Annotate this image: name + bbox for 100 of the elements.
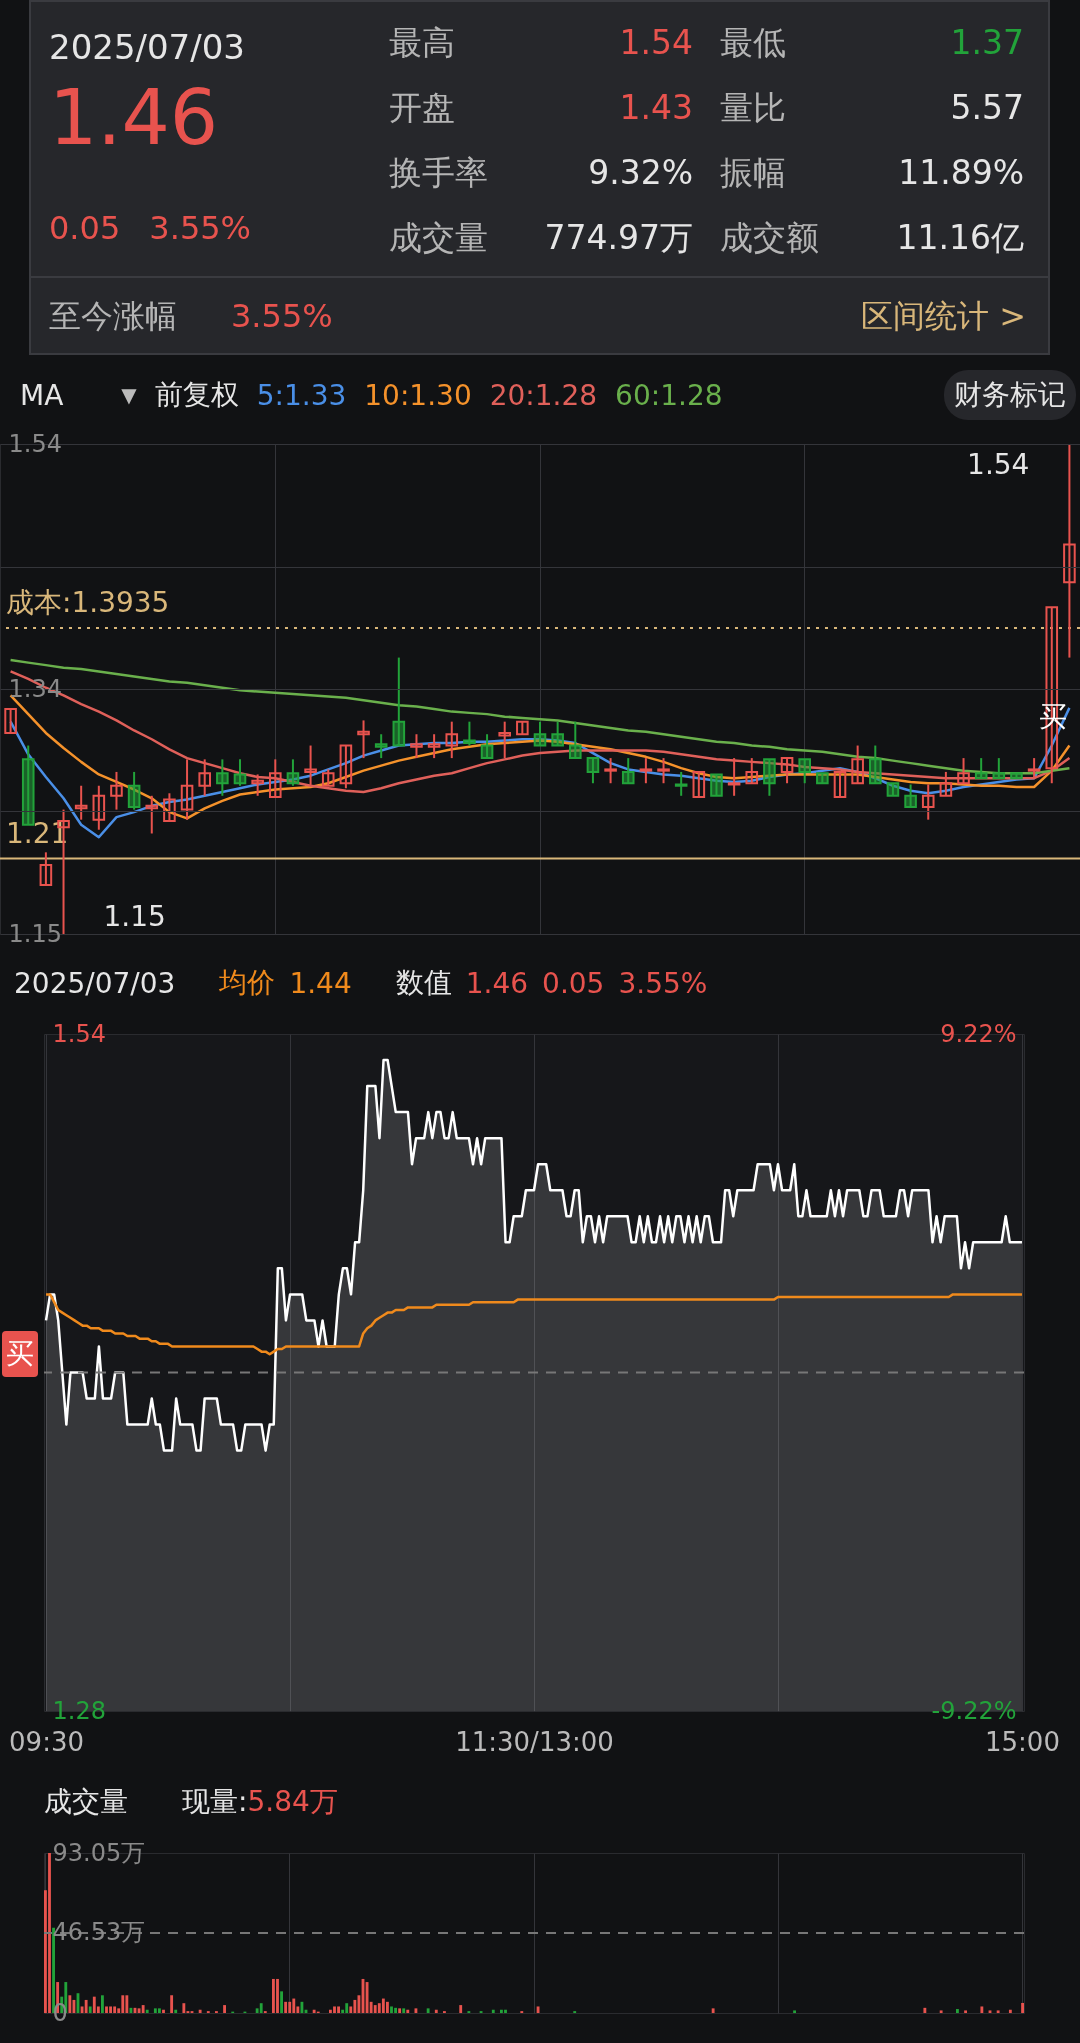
text: 10:1.30: [364, 378, 472, 412]
candlestick: [427, 733, 441, 760]
candlestick: [410, 733, 423, 760]
candlestick: [1063, 443, 1076, 659]
text: 0.05: [49, 209, 121, 247]
candlestick: [480, 733, 494, 760]
text: 换手率: [389, 153, 488, 192]
candlestick: [1010, 772, 1023, 780]
text: 0.05: [542, 966, 605, 1000]
bar: [292, 1998, 296, 2013]
candlestick: [798, 758, 811, 785]
bar: [84, 1999, 88, 2013]
candlestick: [763, 758, 776, 797]
text: 区间统计 >: [861, 297, 1026, 335]
bar: [329, 2009, 332, 2013]
x-tick-label: 15:00: [985, 1726, 1060, 1757]
candlestick: [621, 757, 635, 785]
bar: [88, 2006, 92, 2013]
bar: [394, 2007, 397, 2013]
ref-line-label: 成本:1.3935: [6, 586, 170, 620]
text: 买: [2, 1331, 38, 1377]
candlestick: [745, 757, 759, 785]
text: 最高: [389, 23, 455, 62]
candlestick: [727, 757, 741, 797]
annotation: 1.15: [103, 900, 166, 933]
bar: [337, 2006, 340, 2013]
bar: [158, 2008, 161, 2013]
text: 前复权: [154, 377, 239, 413]
chart-title: 成交量: [44, 1784, 128, 1820]
bar: [386, 2001, 389, 2013]
bar: [182, 2003, 186, 2013]
candlestick: [869, 744, 882, 785]
candlestick: [780, 757, 794, 785]
candlestick: [110, 770, 123, 811]
candlestick: [833, 770, 847, 799]
candlestick: [657, 757, 670, 785]
text: 5.57: [950, 88, 1024, 127]
text: 774.97万: [544, 218, 693, 257]
candlestick: [886, 782, 900, 797]
bar: [1008, 2009, 1012, 2013]
candlestick: [604, 757, 617, 785]
text: 量比: [720, 88, 786, 127]
y-tick-label: 1.28: [52, 1696, 106, 1725]
bar: [504, 2009, 507, 2013]
text: 成交量: [389, 218, 488, 257]
text: 3.55%: [149, 209, 251, 247]
bar: [272, 1978, 275, 2013]
text: 5.84万: [247, 1784, 338, 1820]
candlestick: [180, 758, 194, 821]
bar: [402, 2008, 406, 2013]
bar: [373, 2005, 377, 2013]
bar: [377, 2003, 381, 2013]
candlestick: [498, 720, 511, 760]
x-tick-label: 09:30: [9, 1726, 84, 1757]
candlestick: [445, 720, 459, 760]
candlestick: [216, 758, 229, 797]
candlestick: [4, 708, 17, 734]
bar: [223, 2005, 226, 2013]
candlestick: [74, 784, 88, 821]
bar: [68, 1995, 72, 2013]
text: 2025/07/03: [49, 27, 245, 67]
text: 9.32%: [588, 153, 693, 192]
candlestick: [586, 757, 600, 785]
candlestick: [692, 770, 706, 799]
candlestick: [145, 794, 159, 835]
bar: [121, 1995, 125, 2013]
text: 3.55%: [618, 966, 708, 1000]
candlestick: [392, 656, 406, 747]
bar: [109, 2006, 112, 2013]
candlestick: [974, 757, 988, 780]
text: 11.89%: [898, 153, 1024, 192]
text: 1.46: [49, 73, 219, 162]
text: ▼: [121, 383, 137, 407]
y-tick-label: 1.15: [8, 919, 62, 948]
annotation: 1.54: [967, 448, 1030, 481]
bar: [369, 2001, 373, 2013]
bar: [162, 2009, 165, 2013]
candlestick: [1027, 757, 1041, 780]
text: 数值: [395, 965, 452, 1001]
text: 开盘: [389, 88, 455, 127]
candlestick: [674, 770, 688, 797]
candlestick: [304, 744, 317, 787]
bar: [92, 1996, 96, 2013]
bar: [284, 2001, 288, 2013]
text: 1.54: [619, 23, 693, 62]
bar: [793, 2010, 796, 2013]
text: 2025/07/03: [14, 966, 176, 1000]
text: 11.16亿: [896, 218, 1024, 257]
bar: [398, 2008, 402, 2013]
bar: [198, 2009, 202, 2013]
text: 1.37: [950, 23, 1024, 62]
text: 振幅: [720, 153, 786, 192]
candlestick: [851, 744, 864, 785]
candlestick: [251, 773, 264, 797]
bar: [353, 1999, 357, 2013]
bar: [101, 1995, 104, 2013]
bar: [125, 1995, 129, 2013]
x-tick-label: 11:30/13:00: [455, 1726, 614, 1757]
candlestick: [286, 758, 300, 787]
candlestick: [992, 757, 1006, 780]
